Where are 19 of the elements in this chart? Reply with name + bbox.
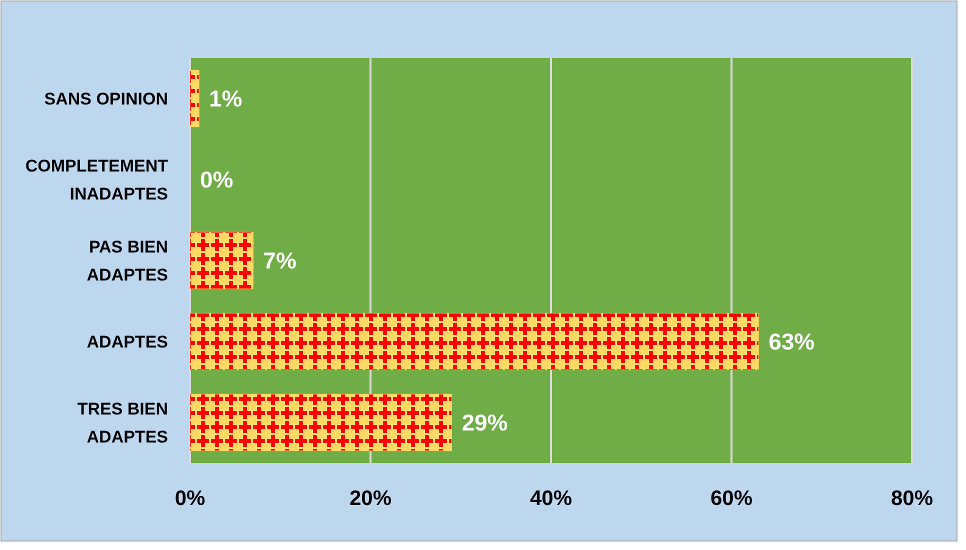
data-label: 0%	[200, 166, 234, 193]
x-tick-label: 80%	[890, 487, 934, 510]
bar	[190, 312, 759, 370]
x-tick-label: 20%	[349, 487, 392, 510]
y-tick-label: PAS BIEN ADAPTES	[86, 237, 168, 284]
y-tick-label: SANS OPINION	[44, 89, 168, 108]
x-tick-label: 60%	[710, 487, 753, 510]
data-label: 29%	[462, 410, 508, 436]
bar	[190, 70, 200, 128]
bar	[190, 394, 452, 452]
bar	[190, 232, 254, 290]
data-label: 1%	[209, 86, 242, 112]
y-tick-label: ADAPTES	[86, 332, 168, 352]
y-tick-label: TRES BIEN ADAPTES	[77, 399, 168, 446]
x-tick-label: 40%	[530, 487, 572, 510]
y-tick-label: COMPLETEMENT INADAPTES	[25, 156, 169, 204]
x-tick-label: 0%	[174, 487, 206, 510]
data-label: 7%	[263, 248, 296, 274]
data-label: 63%	[768, 328, 815, 355]
